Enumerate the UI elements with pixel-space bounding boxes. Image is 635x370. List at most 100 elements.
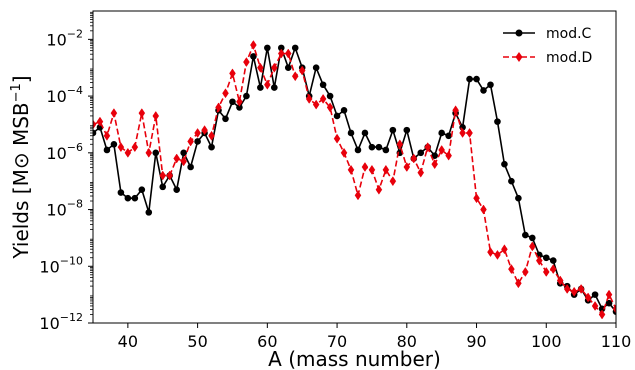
data-point: [368, 164, 376, 175]
data-point: [333, 112, 341, 120]
legend-label: mod.C: [546, 26, 592, 42]
data-point: [563, 284, 571, 294]
data-point: [347, 129, 355, 137]
data-point: [410, 153, 418, 164]
data-point: [417, 167, 425, 178]
data-point: [236, 104, 243, 111]
data-point: [208, 130, 215, 141]
data-point: [396, 139, 404, 150]
data-point: [612, 303, 616, 314]
x-tick-label: 40: [118, 332, 138, 351]
data-point: [473, 193, 480, 204]
data-point: [605, 299, 613, 307]
x-tick-label: 50: [187, 332, 207, 351]
data-point: [535, 255, 543, 266]
data-point: [103, 146, 111, 154]
data-point: [333, 133, 341, 144]
data-point: [368, 143, 376, 151]
data-point: [431, 152, 438, 159]
data-point: [110, 108, 118, 119]
data-point: [459, 128, 466, 138]
data-point: [382, 146, 390, 154]
data-point: [229, 68, 236, 79]
data-point: [284, 64, 292, 72]
data-point: [508, 264, 515, 275]
data-point: [480, 204, 487, 215]
data-point: [598, 305, 606, 313]
data-point: [124, 194, 132, 202]
y-tick-label: 10−10: [39, 254, 83, 276]
data-point: [257, 84, 264, 91]
data-point: [438, 129, 445, 137]
data-point: [389, 176, 397, 187]
data-point: [284, 48, 292, 59]
data-point: [466, 75, 473, 83]
data-point: [173, 186, 180, 193]
data-point: [194, 128, 201, 138]
data-point: [487, 81, 494, 89]
data-point: [340, 106, 348, 114]
data-point: [187, 136, 194, 147]
series-layer: [93, 40, 616, 320]
data-point: [319, 93, 327, 104]
x-tick-label: 110: [601, 332, 632, 351]
legend-marker: [515, 52, 523, 62]
data-point: [403, 126, 411, 134]
data-point: [222, 88, 229, 99]
data-point: [159, 170, 167, 181]
data-point: [103, 130, 111, 141]
data-point: [522, 266, 529, 277]
data-point: [319, 81, 327, 89]
data-point: [522, 231, 529, 239]
x-axis: 40 50 60 70 80 90 100 110: [118, 323, 632, 351]
data-point: [194, 138, 201, 145]
data-point: [382, 164, 390, 175]
data-point: [277, 48, 285, 59]
data-point: [584, 292, 592, 303]
y-tick-label: 10−12: [39, 311, 83, 333]
data-point: [180, 156, 187, 167]
data-point: [159, 183, 167, 191]
series-line: [93, 44, 616, 313]
y-tick-label: 10−2: [46, 27, 83, 49]
data-point: [494, 249, 501, 260]
data-point: [542, 266, 550, 277]
legend-marker: [515, 29, 523, 37]
x-tick-label: 100: [531, 332, 562, 351]
data-point: [354, 190, 362, 201]
series-line: [93, 42, 616, 317]
data-point: [117, 189, 125, 196]
data-point: [403, 162, 411, 172]
data-point: [361, 129, 369, 137]
data-point: [208, 143, 215, 151]
data-point: [487, 247, 494, 258]
plot-frame: [92, 10, 617, 324]
data-point: [250, 53, 257, 60]
legend: mod.C mod.D: [503, 26, 592, 66]
data-point: [124, 147, 132, 158]
data-point: [417, 149, 425, 157]
data-point: [257, 62, 264, 73]
data-point: [375, 143, 383, 151]
data-point: [110, 141, 118, 148]
y-axis-label: Yields [M⊙ MSB−1]: [9, 75, 33, 259]
data-point: [291, 71, 299, 82]
x-tick-label: 60: [257, 332, 277, 351]
data-point: [361, 162, 369, 172]
data-point: [312, 99, 320, 110]
data-point: [138, 108, 146, 119]
data-point: [501, 244, 508, 255]
data-point: [605, 289, 613, 300]
data-point: [145, 209, 153, 216]
data-point: [201, 125, 208, 136]
x-axis-label: A (mass number): [268, 347, 441, 370]
data-point: [424, 142, 432, 153]
data-point: [291, 44, 299, 52]
data-point: [117, 142, 125, 153]
data-point: [326, 92, 334, 100]
data-point: [466, 128, 473, 138]
data-point: [431, 159, 438, 170]
data-point: [556, 275, 564, 286]
data-point: [347, 164, 355, 175]
